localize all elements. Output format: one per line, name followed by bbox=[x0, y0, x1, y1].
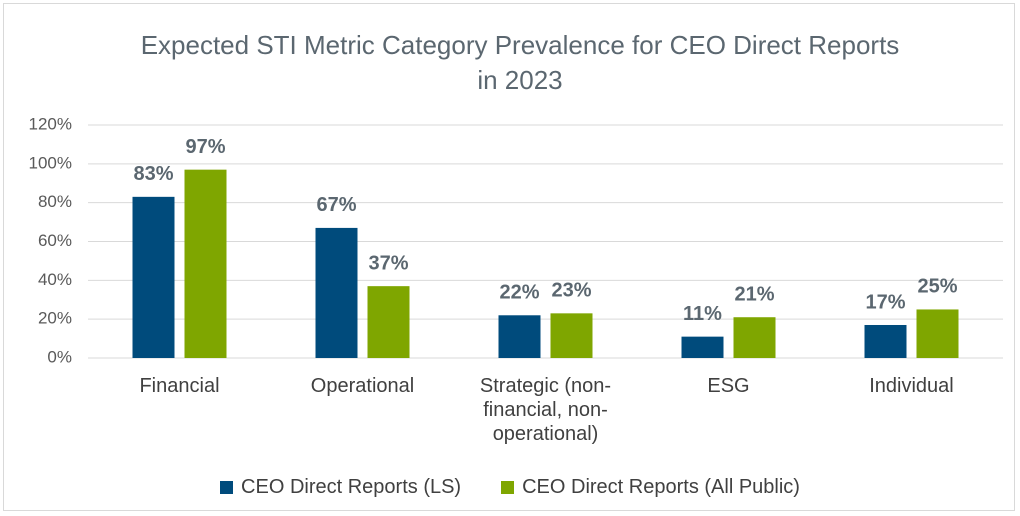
legend-label: CEO Direct Reports (LS) bbox=[241, 476, 462, 498]
data-label: 22% bbox=[499, 282, 539, 304]
x-tick-label: Operational bbox=[310, 375, 415, 397]
y-tick-label: 80% bbox=[38, 192, 72, 211]
y-tick-label: 100% bbox=[29, 153, 72, 172]
y-tick-label: 60% bbox=[38, 231, 72, 250]
data-label: 21% bbox=[734, 284, 774, 306]
data-label: 83% bbox=[133, 163, 173, 185]
x-tick-label: Strategic (non-financial, non-operationa… bbox=[479, 375, 612, 445]
data-label: 17% bbox=[865, 291, 905, 313]
bar bbox=[864, 324, 907, 358]
bar bbox=[132, 196, 175, 358]
chart-title: Expected STI Metric Category Prevalence … bbox=[140, 30, 900, 95]
bar bbox=[367, 286, 410, 358]
bar bbox=[550, 313, 593, 358]
y-tick-label: 0% bbox=[47, 347, 72, 366]
chart-border bbox=[3, 3, 1015, 511]
x-tick-label: ESG bbox=[707, 375, 750, 397]
y-tick-label: 120% bbox=[29, 114, 72, 133]
bar bbox=[681, 336, 724, 358]
y-tick-label: 20% bbox=[38, 309, 72, 328]
data-label: 25% bbox=[917, 276, 957, 298]
x-tick-label: Financial bbox=[139, 375, 220, 397]
bar bbox=[733, 317, 776, 358]
data-label: 23% bbox=[551, 280, 591, 302]
legend: CEO Direct Reports (LS) CEO Direct Report… bbox=[0, 476, 1020, 499]
data-label: 97% bbox=[185, 136, 225, 158]
legend-item: CEO Direct Reports (All Public) bbox=[501, 476, 800, 499]
data-label: 37% bbox=[368, 252, 408, 274]
x-tick-label: Individual bbox=[869, 375, 954, 397]
bar bbox=[315, 227, 358, 358]
legend-swatch bbox=[501, 481, 515, 494]
legend-swatch bbox=[220, 481, 234, 494]
data-label: 11% bbox=[683, 303, 722, 325]
bar bbox=[184, 169, 227, 358]
legend-label: CEO Direct Reports (All Public) bbox=[522, 476, 800, 498]
legend-item: CEO Direct Reports (LS) bbox=[220, 476, 461, 499]
y-tick-label: 40% bbox=[38, 270, 72, 289]
bar bbox=[498, 315, 541, 358]
data-label: 67% bbox=[316, 194, 356, 216]
bar bbox=[916, 309, 959, 358]
